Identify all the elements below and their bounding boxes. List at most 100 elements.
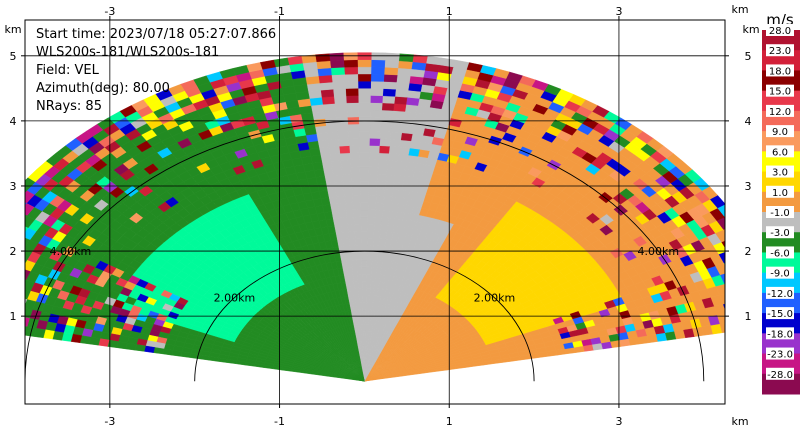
velocity-gate [389,146,400,154]
velocity-gate [376,196,384,204]
velocity-gate [402,126,414,134]
velocity-gate [0,251,10,263]
velocity-gate [391,125,403,133]
velocity-gate [390,132,401,140]
velocity-gate [379,146,390,154]
velocity-gate [368,224,375,231]
velocity-gate [378,160,388,168]
velocity-gate [6,295,18,306]
y-tick-label-right: 2 [745,245,752,258]
velocity-gate [3,195,18,208]
velocity-gate [347,103,359,110]
velocity-gate [357,260,362,267]
velocity-gate [345,81,358,88]
velocity-gate [371,74,384,82]
velocity-gate [403,176,413,184]
velocity-gate [375,210,383,218]
velocity-gate [406,97,419,105]
velocity-gate [347,110,359,118]
velocity-gate [375,203,383,211]
velocity-gate [729,291,742,302]
velocity-gate [377,181,386,189]
velocity-gate [368,196,376,203]
velocity-gate [366,281,370,288]
velocity-gate [367,253,373,260]
velocity-gate [372,260,378,267]
velocity-gate [369,167,378,174]
velocity-gate [322,161,332,169]
velocity-gate [380,139,391,147]
velocity-gate [399,198,408,206]
velocity-gate [348,124,359,131]
velocity-gate [0,282,4,294]
velocity-gate [315,126,327,134]
velocity-gate [406,162,417,170]
velocity-gate [391,197,400,205]
velocity-gate [314,169,324,177]
velocity-gate [331,161,341,169]
velocity-gate [400,140,411,148]
colorbar-label: 3.0 [772,168,788,179]
velocity-gate [340,217,348,225]
velocity-gate [373,239,380,246]
velocity-gate [360,174,369,181]
velocity-gate [746,265,759,277]
velocity-gate [344,60,358,67]
velocity-gate [0,272,9,284]
velocity-gate [358,74,371,81]
velocity-gate [393,183,403,191]
velocity-gate [388,153,399,161]
velocity-gate [720,322,731,332]
velocity-gate [726,312,738,323]
velocity-gate [319,147,330,155]
velocity-gate [331,67,345,75]
x-tick-label-bottom: 1 [446,415,453,428]
velocity-gate [98,339,109,347]
velocity-gate [358,274,363,281]
velocity-gate [381,217,389,225]
velocity-gate [396,212,405,220]
y-tick-label-right: 4 [745,115,752,128]
colorbar-label: 23.0 [769,46,791,57]
velocity-gate [315,54,330,62]
colorbar-label: 18.0 [769,66,791,77]
x-unit-top: km [731,3,748,16]
velocity-gate [324,111,336,119]
velocity-gate [0,230,14,242]
velocity-gate [738,267,751,279]
velocity-gate [398,154,409,162]
velocity-gate [325,175,335,183]
velocity-gate [368,210,376,217]
velocity-gate [387,168,397,176]
velocity-gate [5,221,20,233]
velocity-gate [378,167,388,175]
velocity-gate [311,155,322,163]
velocity-gate [346,210,354,218]
velocity-gate [339,146,350,154]
velocity-gate [358,288,362,295]
velocity-gate [380,232,387,240]
velocity-gate [382,210,390,218]
velocity-gate [426,56,441,65]
velocity-gate [395,89,408,97]
velocity-gate [369,174,378,181]
colorbar-label: 28.0 [769,26,791,37]
velocity-gate [366,296,370,303]
velocity-gate [4,275,17,286]
velocity-gate [310,97,323,105]
velocity-gate [0,217,12,230]
y-tick-label-right: 5 [745,50,752,63]
velocity-gate [361,238,367,245]
velocity-gate [332,82,345,90]
velocity-gate [384,67,398,75]
info-line: Start time: 2023/07/18 05:27:07.866 [36,27,276,42]
velocity-gate [383,203,391,211]
velocity-gate [332,74,346,82]
x-tick-label-top: -3 [104,5,115,18]
velocity-gate [327,132,338,140]
range-ring-label-left: 2.00km [214,292,256,305]
y-tick-label-right: 3 [745,180,752,193]
velocity-gate [370,96,382,103]
velocity-gate [363,324,365,331]
velocity-gate [342,232,349,240]
